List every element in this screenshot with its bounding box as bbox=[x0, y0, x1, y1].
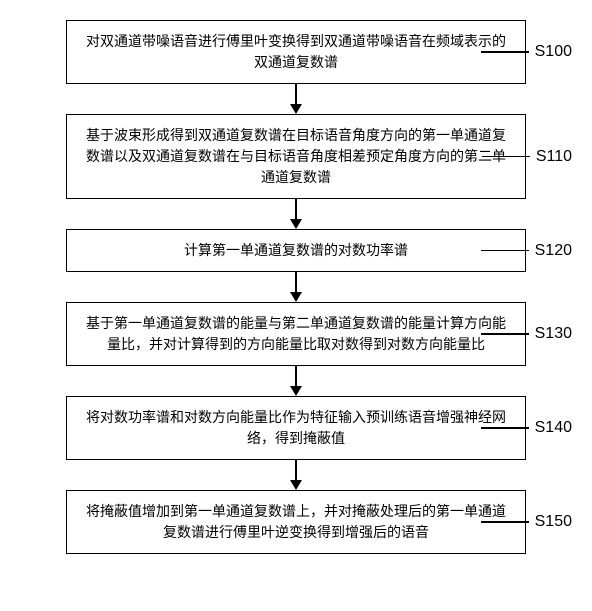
flow-step-row-2: 计算第一单通道复数谱的对数功率谱 S120 bbox=[10, 229, 582, 272]
arrow-down-3 bbox=[290, 366, 302, 396]
flow-step-text-5: 将掩蔽值增加到第一单通道复数谱上，并对掩蔽处理后的第一单通道复数谱进行傅里叶逆变… bbox=[86, 503, 506, 540]
step-label-3: S130 bbox=[535, 325, 572, 343]
flow-step-box-0: 对双通道带噪语音进行傅里叶变换得到双通道带噪语音在频域表示的双通道复数谱 bbox=[66, 20, 526, 84]
arrow-head-0 bbox=[290, 104, 302, 114]
step-label-0: S100 bbox=[535, 43, 572, 61]
flow-step-text-4: 将对数功率谱和对数方向能量比作为特征输入预训练语音增强神经网络，得到掩蔽值 bbox=[86, 409, 506, 446]
flow-step-row-1: 基于波束形成得到双通道复数谱在目标语音角度方向的第一单通道复数谱以及双通道复数谱… bbox=[10, 114, 582, 199]
step-label-1: S110 bbox=[536, 148, 572, 166]
flow-step-box-2: 计算第一单通道复数谱的对数功率谱 bbox=[66, 229, 526, 272]
arrow-down-2 bbox=[290, 272, 302, 302]
label-connector-1 bbox=[482, 156, 530, 158]
arrow-head-4 bbox=[290, 480, 302, 490]
arrow-head-1 bbox=[290, 219, 302, 229]
flowchart-container: 对双通道带噪语音进行傅里叶变换得到双通道带噪语音在频域表示的双通道复数谱 S10… bbox=[10, 20, 582, 554]
flow-step-box-5: 将掩蔽值增加到第一单通道复数谱上，并对掩蔽处理后的第一单通道复数谱进行傅里叶逆变… bbox=[66, 490, 526, 554]
step-label-5: S150 bbox=[535, 513, 572, 531]
flow-step-text-1: 基于波束形成得到双通道复数谱在目标语音角度方向的第一单通道复数谱以及双通道复数谱… bbox=[86, 127, 506, 185]
step-label-group-0: S100 bbox=[481, 43, 572, 61]
flow-step-text-3: 基于第一单通道复数谱的能量与第二单通道复数谱的能量计算方向能量比，并对计算得到的… bbox=[86, 315, 506, 352]
step-label-group-4: S140 bbox=[481, 419, 572, 437]
flow-step-row-4: 将对数功率谱和对数方向能量比作为特征输入预训练语音增强神经网络，得到掩蔽值 S1… bbox=[10, 396, 582, 460]
label-connector-0 bbox=[481, 51, 529, 53]
label-connector-4 bbox=[481, 427, 529, 429]
flow-step-row-3: 基于第一单通道复数谱的能量与第二单通道复数谱的能量计算方向能量比，并对计算得到的… bbox=[10, 302, 582, 366]
arrow-line-1 bbox=[295, 199, 297, 221]
step-label-group-3: S130 bbox=[481, 325, 572, 343]
step-label-2: S120 bbox=[535, 242, 572, 260]
step-label-4: S140 bbox=[535, 419, 572, 437]
flow-step-box-3: 基于第一单通道复数谱的能量与第二单通道复数谱的能量计算方向能量比，并对计算得到的… bbox=[66, 302, 526, 366]
flow-step-row-0: 对双通道带噪语音进行傅里叶变换得到双通道带噪语音在频域表示的双通道复数谱 S10… bbox=[10, 20, 582, 84]
label-connector-5 bbox=[481, 521, 529, 523]
step-label-group-5: S150 bbox=[481, 513, 572, 531]
label-connector-2 bbox=[481, 250, 529, 252]
arrow-line-2 bbox=[295, 272, 297, 294]
flow-step-text-2: 计算第一单通道复数谱的对数功率谱 bbox=[184, 242, 408, 258]
flow-step-row-5: 将掩蔽值增加到第一单通道复数谱上，并对掩蔽处理后的第一单通道复数谱进行傅里叶逆变… bbox=[10, 490, 582, 554]
arrow-head-3 bbox=[290, 386, 302, 396]
step-label-group-1: S110 bbox=[482, 148, 572, 166]
arrow-down-0 bbox=[290, 84, 302, 114]
arrow-line-4 bbox=[295, 460, 297, 482]
arrow-down-4 bbox=[290, 460, 302, 490]
arrow-line-3 bbox=[295, 366, 297, 388]
label-connector-3 bbox=[481, 333, 529, 335]
flow-step-box-4: 将对数功率谱和对数方向能量比作为特征输入预训练语音增强神经网络，得到掩蔽值 bbox=[66, 396, 526, 460]
arrow-line-0 bbox=[295, 84, 297, 106]
flow-step-box-1: 基于波束形成得到双通道复数谱在目标语音角度方向的第一单通道复数谱以及双通道复数谱… bbox=[66, 114, 526, 199]
flow-step-text-0: 对双通道带噪语音进行傅里叶变换得到双通道带噪语音在频域表示的双通道复数谱 bbox=[86, 33, 506, 70]
arrow-down-1 bbox=[290, 199, 302, 229]
step-label-group-2: S120 bbox=[481, 242, 572, 260]
arrow-head-2 bbox=[290, 292, 302, 302]
